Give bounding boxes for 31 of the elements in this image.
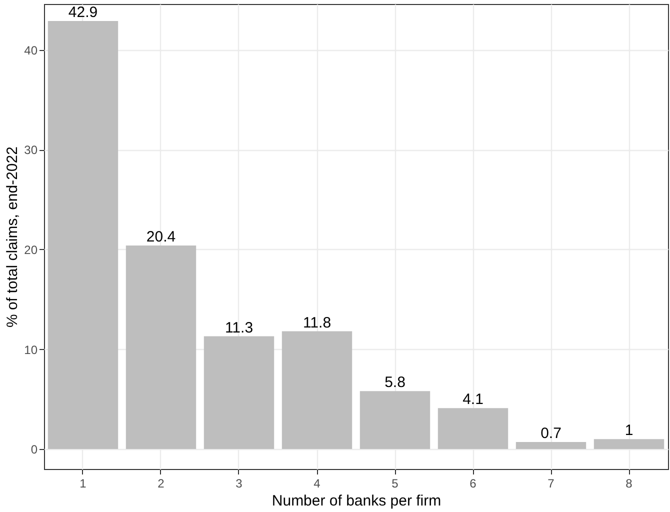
bar [204,336,274,450]
y-tick-label: 20 [24,242,38,257]
data-label: 1 [624,422,634,440]
x-axis-title: Number of banks per firm [272,492,442,510]
x-tick-label: 2 [158,476,165,490]
data-label: 0.7 [540,425,562,442]
bar [48,20,118,450]
x-tick-label: 3 [236,476,243,490]
bar [282,331,352,450]
bar [516,442,586,450]
bar [126,245,196,450]
data-label: 4.1 [462,391,484,408]
data-label: 5.8 [384,374,406,392]
bar [594,439,664,450]
x-tick-label: 4 [314,476,321,490]
y-tick-label: 30 [24,143,38,158]
data-label: 20.4 [146,228,176,246]
y-tick-label: 0 [30,442,38,457]
x-tick-label: 8 [626,476,633,490]
data-label: 11.3 [224,319,254,336]
y-axis-title: % of total claims, end-2022 [4,146,22,328]
y-tick-label: 10 [24,342,38,357]
x-tick-label: 6 [470,476,477,490]
x-tick-label: 5 [392,476,399,490]
bar [360,391,430,450]
x-tick-label: 7 [548,476,555,490]
data-label: 11.8 [302,314,332,332]
data-label: 42.9 [68,4,98,21]
y-tick-label: 40 [24,43,38,58]
x-tick-label: 1 [80,476,87,490]
bar [438,408,508,450]
